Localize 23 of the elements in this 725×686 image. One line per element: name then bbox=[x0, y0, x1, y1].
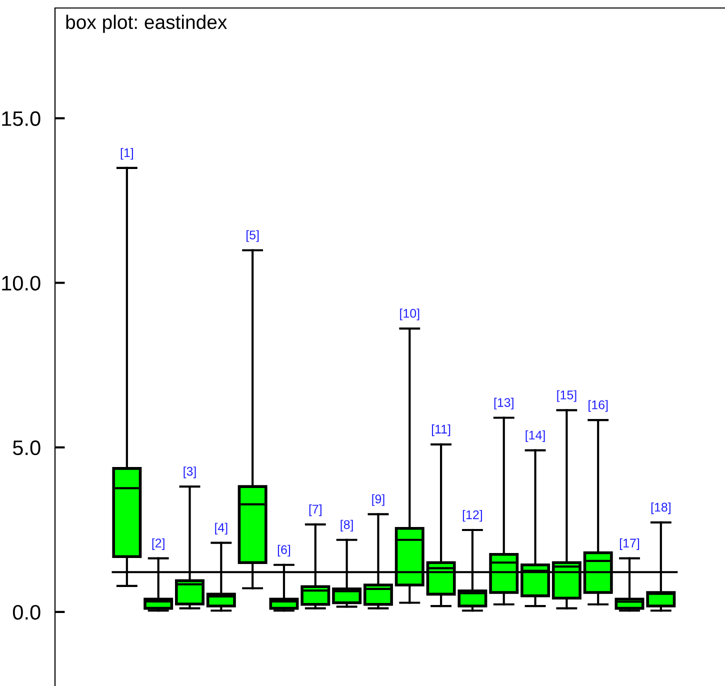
x-tick-label: [4] bbox=[215, 522, 228, 534]
x-tick-label: [17] bbox=[620, 538, 640, 550]
chart-title: box plot: eastindex bbox=[66, 14, 227, 33]
x-tick-label: [11] bbox=[432, 424, 450, 436]
x-tick-label: [18] bbox=[651, 502, 670, 514]
x-tick-label: [14] bbox=[526, 430, 545, 442]
y-tick-label: 15.0 bbox=[2, 111, 40, 126]
x-tick-label: [16] bbox=[588, 400, 608, 412]
x-tick-label: [3] bbox=[184, 466, 196, 478]
x-tick-label: [13] bbox=[494, 398, 514, 410]
y-tick-label: 10.0 bbox=[2, 276, 40, 291]
x-tick-label: [2] bbox=[152, 538, 164, 550]
x-tick-label: [5] bbox=[246, 230, 259, 242]
x-tick-label: [10] bbox=[400, 308, 420, 320]
x-tick-label: [15] bbox=[557, 390, 576, 402]
y-tick-label: 5.0 bbox=[12, 440, 40, 456]
y-tick-label: 0.0 bbox=[12, 604, 40, 620]
x-tick-label: [12] bbox=[462, 510, 482, 522]
x-tick-label: [9] bbox=[372, 494, 384, 506]
x-tick-label: [1] bbox=[120, 148, 133, 160]
x-tick-label: [7] bbox=[309, 504, 322, 516]
x-tick-label: [8] bbox=[340, 520, 353, 532]
x-tick-label: [6] bbox=[278, 544, 290, 557]
